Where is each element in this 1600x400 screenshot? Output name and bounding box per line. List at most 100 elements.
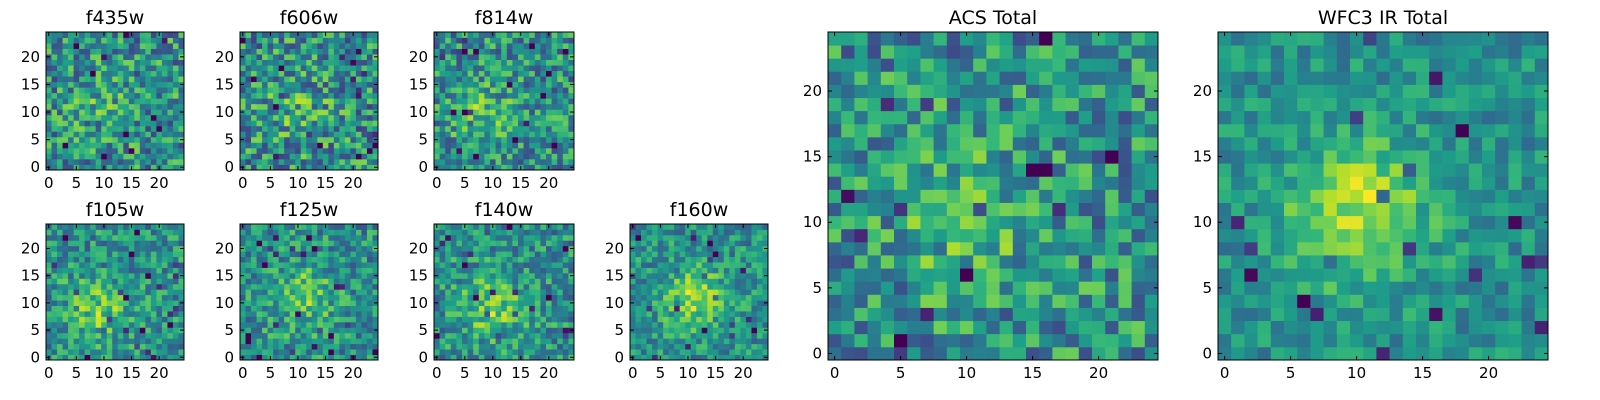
heatmap-cell [123,256,130,263]
heatmap-cell [551,278,558,285]
heatmap-cell [674,234,681,241]
heatmap-cell [501,354,508,361]
heatmap-cell [523,131,530,138]
heatmap-cell [696,272,703,279]
heatmap-cell [139,245,146,252]
heatmap-cell [456,65,463,72]
heatmap-cell [178,278,185,285]
x-tick-label: 20 [344,174,363,192]
heatmap-cell [999,294,1014,308]
heatmap-cell [546,289,552,296]
heatmap-cell [534,48,541,55]
heatmap-cell [145,59,152,66]
heatmap-cell [734,343,741,350]
heatmap-cell [439,256,446,263]
heatmap-cell [150,81,157,88]
heatmap-cell [289,87,296,94]
heatmap-cell [523,43,530,49]
heatmap-cell [366,262,373,268]
heatmap-cell [350,262,357,268]
heatmap-cell [445,87,452,94]
heatmap-cell [495,147,502,154]
heatmap-cell [79,158,86,165]
heatmap-cell [490,327,496,334]
heatmap-cell [112,65,119,72]
heatmap-cell [117,158,124,165]
heatmap-cell [456,300,463,306]
heatmap-cell [156,37,163,44]
heatmap-cell [534,229,541,236]
heatmap-cell [529,267,536,274]
heatmap-cell [112,311,119,317]
heatmap-cell [79,278,86,285]
heatmap-cell [284,147,291,154]
heatmap-cell [568,37,575,44]
heatmap-cell [745,332,752,339]
heatmap-cell [490,256,496,263]
heatmap-cell [534,321,541,328]
heatmap-cell [568,158,575,165]
heatmap-cell [973,176,987,190]
heatmap-cell [557,256,564,263]
heatmap-cell [635,305,642,312]
heatmap-cell [51,256,58,263]
heatmap-cell [729,251,736,258]
heatmap-cell [251,245,257,252]
heatmap-cell [1078,228,1093,243]
heatmap-cell [90,32,97,38]
heatmap-cell [674,278,681,285]
heatmap-cell [317,76,324,83]
y-tick-label: 0 [224,348,234,366]
heatmap-cell [973,202,987,217]
heatmap-cell [51,343,58,350]
heatmap-cell [317,354,324,361]
heatmap-cell [867,333,882,348]
heatmap-cell [68,114,74,121]
heatmap-cell [167,43,174,49]
heatmap-cell [256,81,263,88]
heatmap-cell [641,338,647,345]
heatmap-cell [478,92,485,99]
heatmap-cell [344,109,351,116]
heatmap-cell [172,272,179,279]
heatmap-cell [546,267,552,274]
heatmap-cell [630,305,636,312]
heatmap-cell [434,278,440,285]
heatmap-cell [167,272,174,279]
heatmap-cell [355,76,362,83]
heatmap-cell [523,109,530,116]
heatmap-cell [523,343,530,350]
heatmap-cell [139,48,146,55]
heatmap-cell [690,349,697,355]
heatmap-cell [134,267,141,274]
heatmap-cell [145,327,152,334]
heatmap-cell [128,136,135,143]
heatmap-cell [1118,320,1132,335]
heatmap-cell [156,240,163,247]
heatmap-cell [350,37,357,44]
heatmap-cell [366,153,373,160]
heatmap-cell [456,251,463,258]
heatmap-cell [562,103,569,110]
heatmap-cell [434,229,440,236]
heatmap-cell [467,354,474,361]
heatmap-cell [300,251,307,258]
heatmap-cell [139,305,146,312]
heatmap-cell [679,278,686,285]
heatmap-cell [73,251,80,258]
heatmap-cell [361,316,368,323]
heatmap-cell [450,114,457,121]
heatmap-cell [245,32,252,38]
heatmap-cell [339,262,346,268]
heatmap-cell [128,283,135,290]
heatmap-cell [495,59,502,66]
heatmap-cell [1026,215,1040,230]
heatmap-cell [51,103,58,110]
heatmap-cell [79,153,86,160]
heatmap-cell [450,131,457,138]
heatmap-cell [178,305,185,312]
heatmap-cell [256,98,263,105]
heatmap-cell [339,311,346,317]
heatmap-cell [95,311,102,317]
heatmap-cell [284,65,291,72]
